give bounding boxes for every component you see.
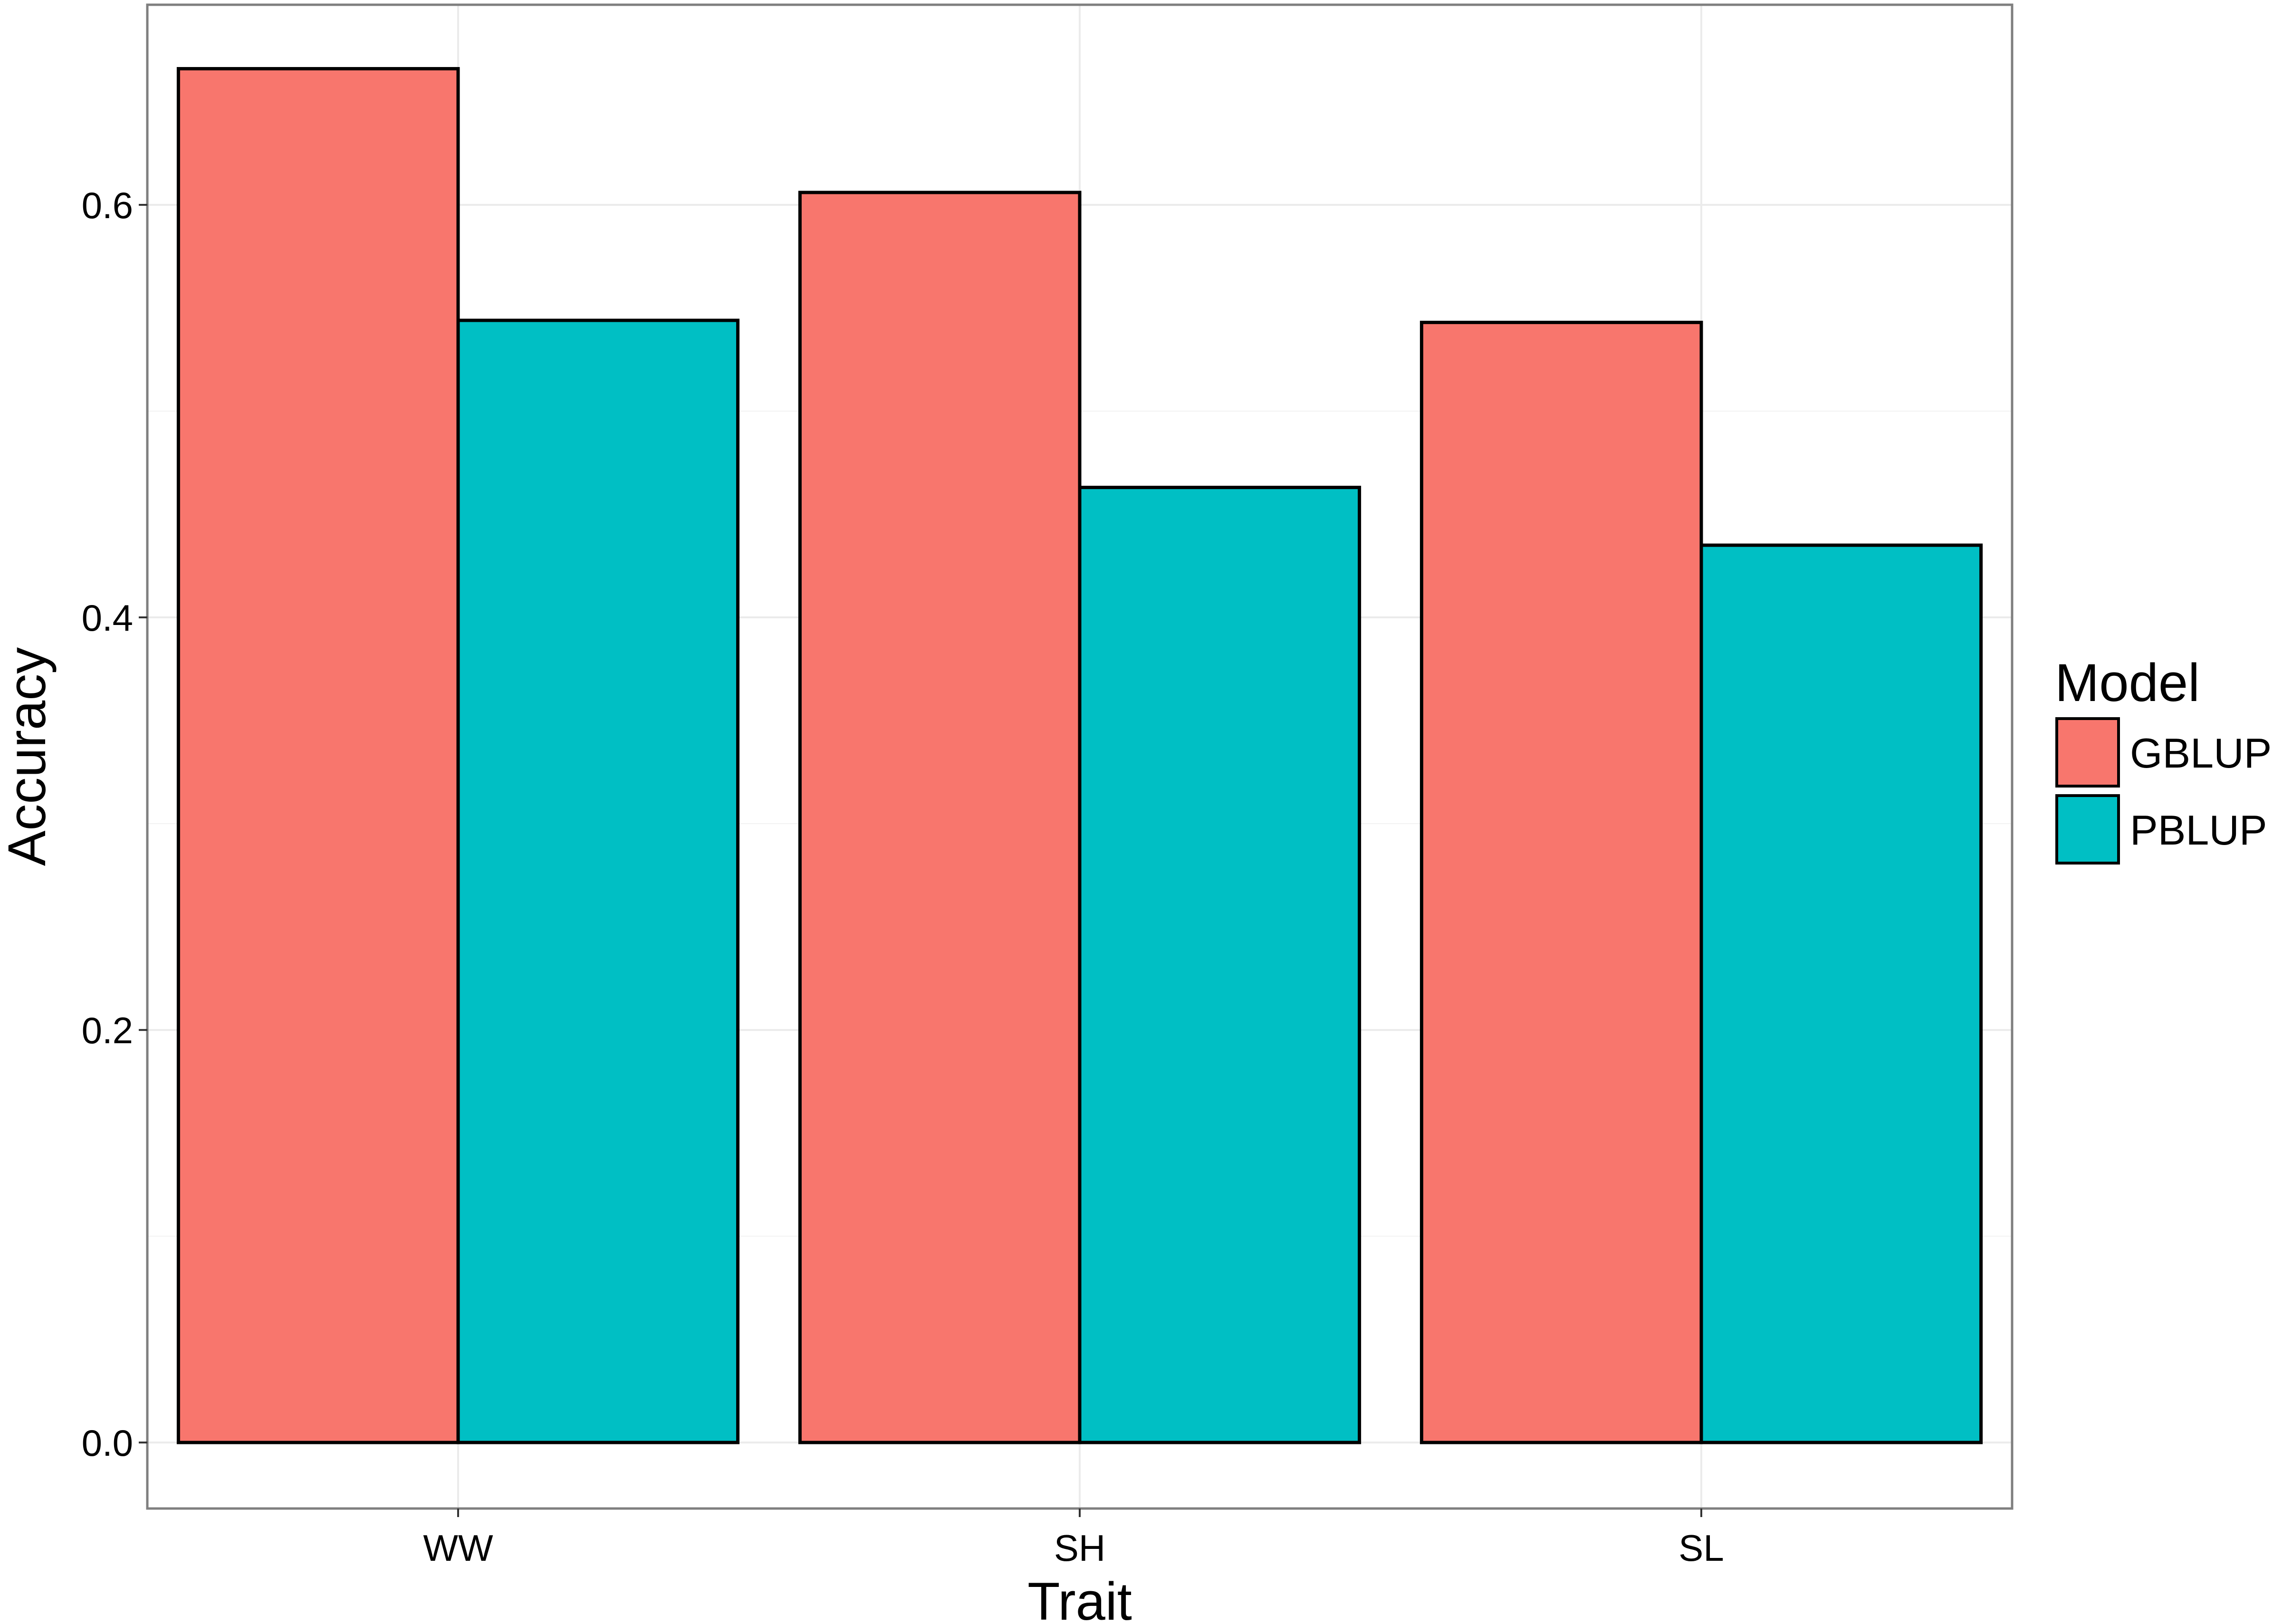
y-axis-title: Accuracy xyxy=(0,647,57,866)
bar-pblup-ww xyxy=(456,318,740,1444)
y-tick-label: 0.6 xyxy=(82,184,133,226)
legend: Model GBLUP PBLUP xyxy=(2055,653,2272,865)
y-tick-label: 0.4 xyxy=(82,597,133,639)
x-tick-label-sl: SL xyxy=(1678,1527,1724,1569)
bar-pblup-sl xyxy=(1699,543,1983,1444)
bar-gblup-ww xyxy=(176,67,460,1444)
legend-title: Model xyxy=(2055,653,2200,712)
y-axis: 0.0 0.2 0.4 0.6 xyxy=(82,184,147,1464)
bar-pblup-sh xyxy=(1078,486,1362,1444)
bar-gblup-sl xyxy=(1419,320,1703,1444)
legend-key-pblup xyxy=(2055,794,2120,865)
bars xyxy=(176,67,1983,1444)
x-axis-title: Trait xyxy=(1027,1572,1132,1624)
legend-label-gblup: GBLUP xyxy=(2130,730,2272,777)
legend-label-pblup: PBLUP xyxy=(2130,807,2267,854)
bar-gblup-sh xyxy=(798,191,1082,1444)
y-tick-label: 0.0 xyxy=(82,1422,133,1464)
x-axis: WW SH SL xyxy=(423,1509,1724,1569)
y-tick-label: 0.2 xyxy=(82,1009,133,1051)
x-tick-label-sh: SH xyxy=(1054,1527,1105,1569)
x-tick-label-ww: WW xyxy=(423,1527,493,1569)
legend-key-gblup xyxy=(2055,717,2120,788)
